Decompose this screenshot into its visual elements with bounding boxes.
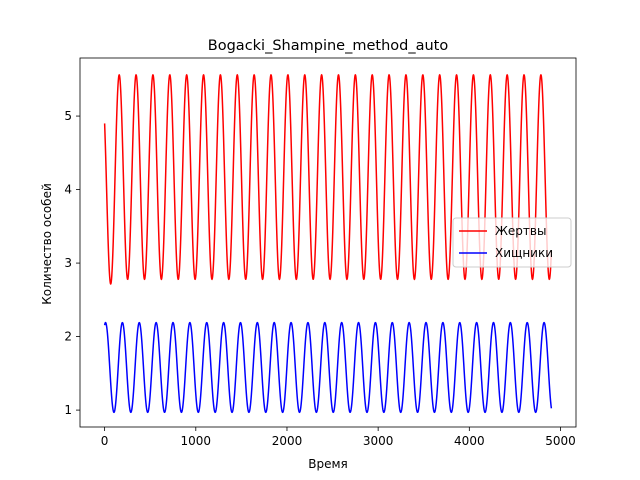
series-group bbox=[103, 73, 553, 414]
series-line-prey bbox=[103, 73, 553, 285]
x-tick-label: 2000 bbox=[272, 434, 303, 448]
legend-label: Хищники bbox=[495, 246, 553, 260]
y-tick-label: 3 bbox=[64, 256, 72, 270]
legend-label: Жертвы bbox=[495, 224, 546, 238]
x-tick-label: 0 bbox=[101, 434, 109, 448]
y-axis-label: Количество особей bbox=[40, 183, 54, 304]
y-tick-label: 2 bbox=[64, 330, 72, 344]
chart-title: Bogacki_Shampine_method_auto bbox=[208, 38, 449, 54]
y-tick-label: 1 bbox=[64, 403, 72, 417]
x-axis: 0 1000 2000 3000 4000 5000 bbox=[101, 427, 576, 448]
x-tick-label: 1000 bbox=[181, 434, 212, 448]
y-tick-label: 5 bbox=[64, 109, 72, 123]
legend: Жертвы Хищники bbox=[452, 217, 572, 268]
x-tick-label: 3000 bbox=[363, 434, 394, 448]
x-axis-label: Время bbox=[308, 457, 348, 471]
y-axis: 1 2 3 4 5 bbox=[64, 109, 80, 417]
series-line-predators bbox=[103, 321, 553, 414]
plot-area bbox=[79, 57, 577, 428]
plot-frame bbox=[79, 57, 577, 428]
y-tick-label: 4 bbox=[64, 183, 72, 197]
x-tick-label: 4000 bbox=[454, 434, 485, 448]
x-tick-label: 5000 bbox=[545, 434, 576, 448]
